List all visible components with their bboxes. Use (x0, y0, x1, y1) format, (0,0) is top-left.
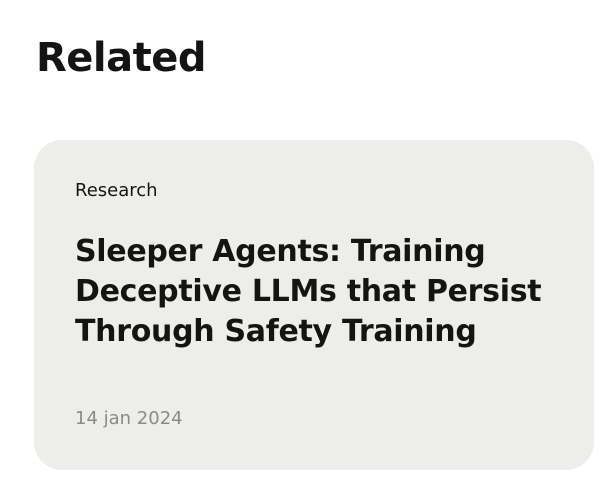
article-date: 14 jan 2024 (75, 408, 183, 429)
article-title[interactable]: Sleeper Agents: Training Deceptive LLMs … (75, 234, 542, 349)
article-category: Research (75, 180, 158, 201)
section-title: Related (36, 35, 207, 81)
related-article-card[interactable]: Research Sleeper Agents: Training Decept… (34, 140, 594, 470)
